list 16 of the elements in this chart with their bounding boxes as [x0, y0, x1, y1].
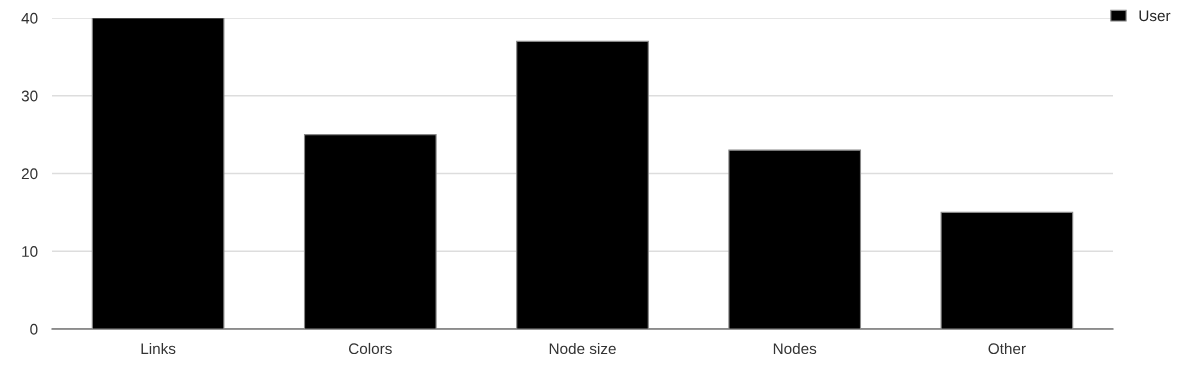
x-tick-label: Node size — [549, 342, 616, 355]
bar — [940, 211, 1074, 329]
y-tick-label: 40 — [21, 12, 38, 24]
y-tick-label: 10 — [22, 246, 38, 257]
legend-label: User — [1139, 10, 1171, 22]
bar — [91, 18, 225, 329]
x-tick-label: Links — [141, 342, 176, 355]
x-tick-label: Nodes — [773, 342, 817, 355]
x-tick-label: Colors — [349, 342, 392, 355]
bar — [728, 149, 862, 329]
x-tick-label: Other — [988, 342, 1026, 355]
y-tick-label: 20 — [21, 168, 38, 180]
bar — [303, 134, 437, 329]
bar — [516, 40, 649, 329]
y-tick-label: 30 — [21, 90, 38, 102]
y-tick-label: 0 — [30, 323, 38, 335]
